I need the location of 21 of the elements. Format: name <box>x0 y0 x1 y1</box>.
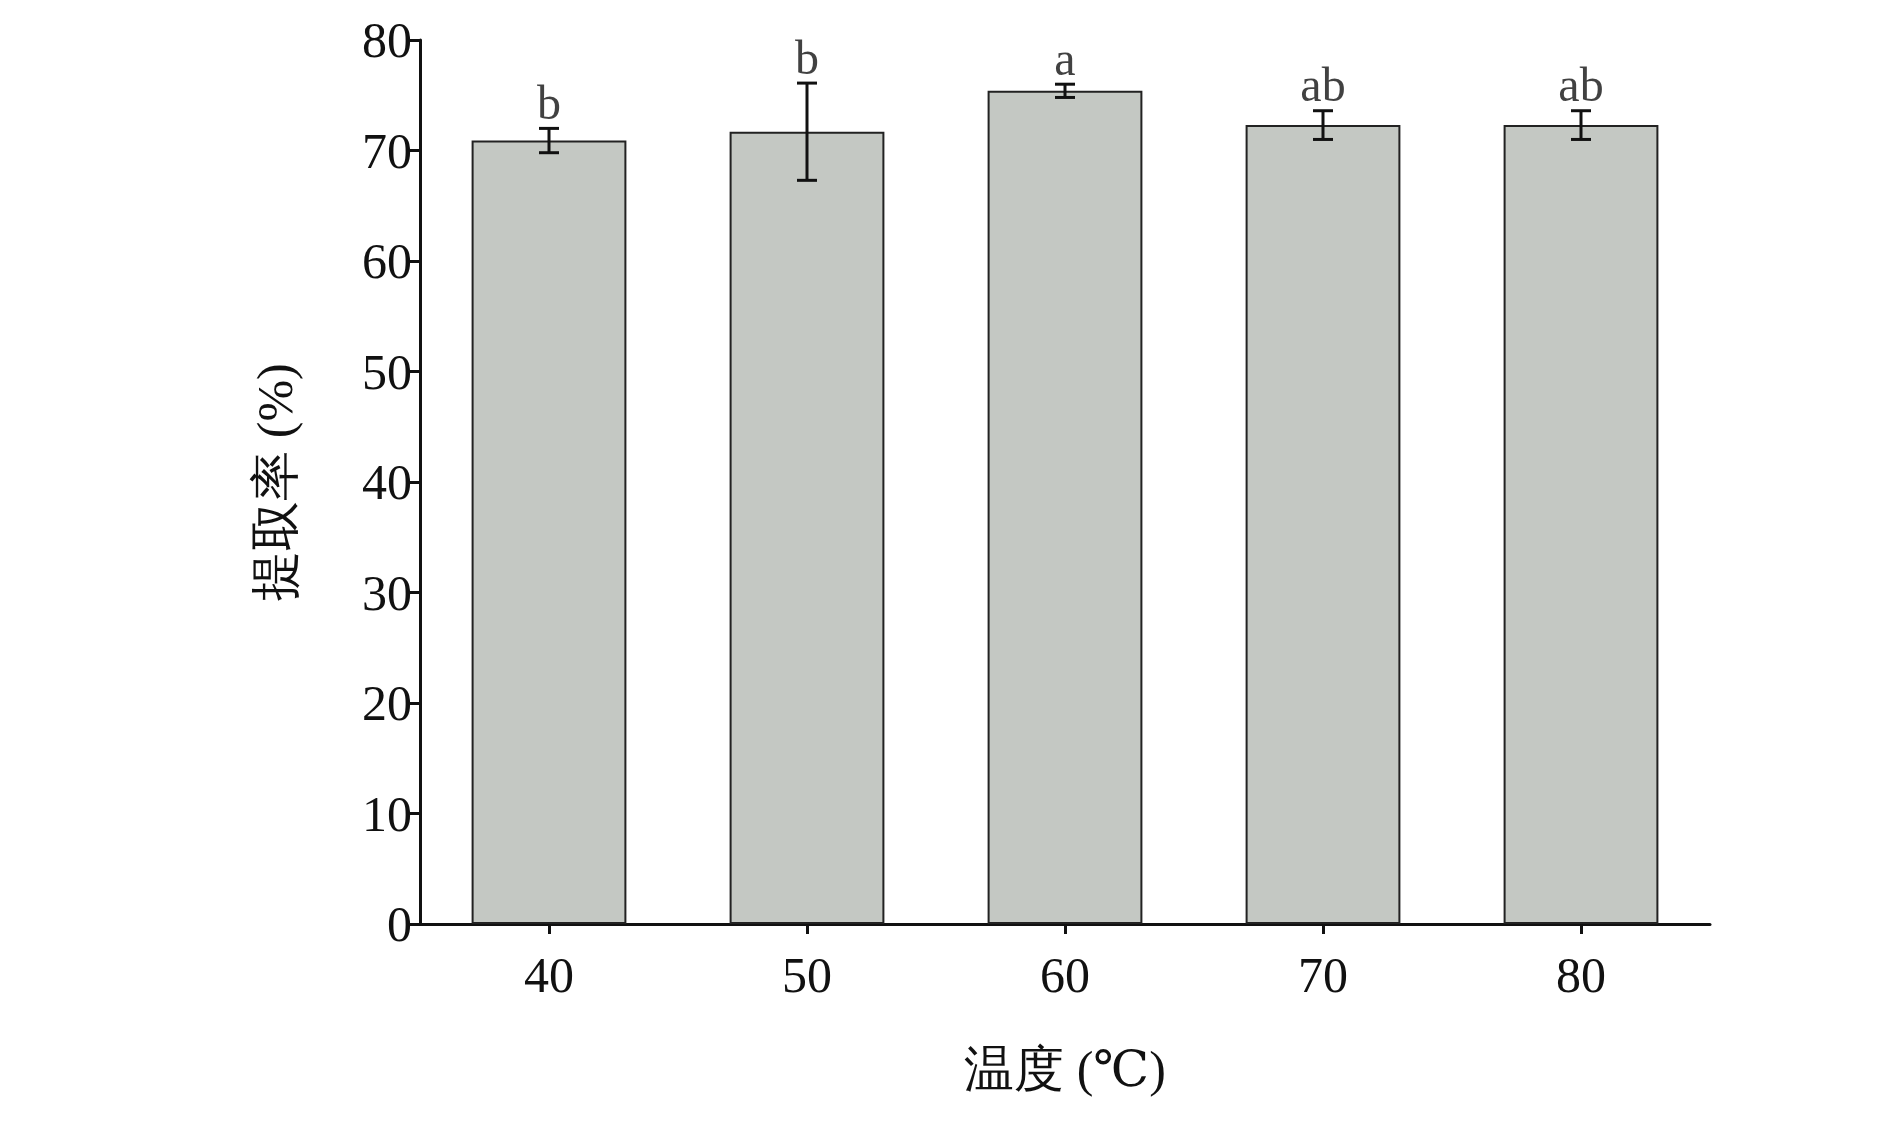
x-tick-label: 50 <box>782 947 832 1003</box>
annotation: a <box>1054 31 1076 85</box>
annotation: b <box>537 75 561 129</box>
y-tick-label: 30 <box>362 564 412 621</box>
y-tick-label: 80 <box>362 12 412 68</box>
y-tick-label: 20 <box>362 675 412 731</box>
y-tick-label: 50 <box>362 343 412 400</box>
y-tick-label: 70 <box>362 122 412 179</box>
x-axis-title: 温度 (℃) <box>964 1041 1166 1097</box>
x-tick-label: 80 <box>1556 947 1606 1003</box>
y-tick-label: 40 <box>362 454 412 510</box>
annotation: ab <box>1558 58 1604 112</box>
x-tick-label: 40 <box>524 947 574 1003</box>
x-tick-label: 60 <box>1040 947 1090 1003</box>
y-tick-label: 60 <box>362 233 412 289</box>
y-axis-title: 提取率 (%) <box>247 363 303 601</box>
annotation: ab <box>1300 58 1346 112</box>
y-tick-label: 0 <box>387 896 412 952</box>
y-tick-label: 10 <box>362 785 412 842</box>
x-tick-label: 70 <box>1298 947 1348 1003</box>
annotation: b <box>795 30 819 84</box>
